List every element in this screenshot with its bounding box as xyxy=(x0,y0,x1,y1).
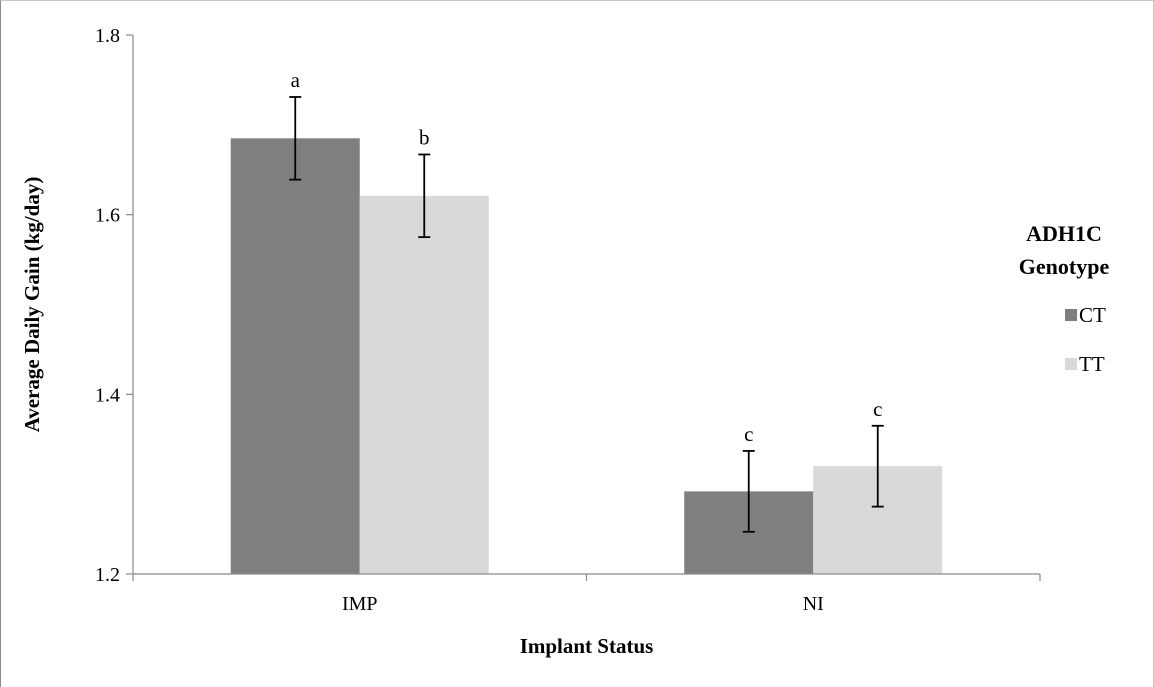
legend: ADH1C Genotype CT TT xyxy=(1019,221,1110,376)
ticks: 1.2 1.4 1.6 1.8 IMP NI xyxy=(95,25,1041,615)
significance-letter: a xyxy=(291,68,301,92)
y-tick-label: 1.2 xyxy=(95,564,120,586)
error-bar xyxy=(289,96,302,181)
x-axis-title: Implant Status xyxy=(520,634,654,658)
legend-swatch-ct xyxy=(1065,309,1077,321)
significance-letter: c xyxy=(873,397,882,421)
x-tick-label-ni: NI xyxy=(803,593,824,615)
significance-letter: b xyxy=(419,125,430,149)
error-bar xyxy=(871,424,884,508)
x-tick-label-imp: IMP xyxy=(342,593,378,615)
y-tick-label: 1.8 xyxy=(95,25,120,47)
legend-title-line-2: Genotype xyxy=(1019,254,1110,279)
error-bar xyxy=(418,153,431,239)
error-bar xyxy=(742,450,755,533)
legend-title-line-1: ADH1C xyxy=(1026,221,1102,246)
legend-items: CT TT xyxy=(1065,303,1106,376)
legend-label-tt: TT xyxy=(1079,352,1105,376)
plot-marks: a c b c xyxy=(230,68,943,574)
bar-ct-imp xyxy=(230,138,360,574)
legend-label-ct: CT xyxy=(1079,303,1106,327)
y-tick-label: 1.6 xyxy=(95,205,120,227)
legend-swatch-tt xyxy=(1065,358,1077,370)
y-tick-label: 1.4 xyxy=(95,384,120,406)
significance-letter: c xyxy=(744,422,753,446)
y-axis-title: Average Daily Gain (kg/day) xyxy=(20,177,44,433)
bar-tt-imp xyxy=(359,195,489,574)
